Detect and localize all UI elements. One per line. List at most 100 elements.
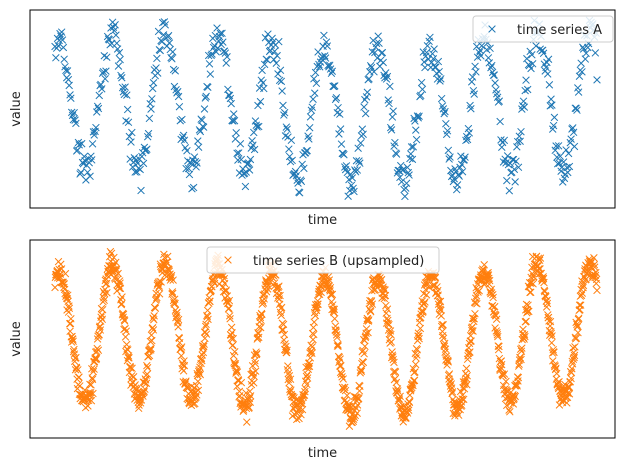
data-point [490,71,499,79]
data-point [250,372,258,381]
data-point [559,158,568,166]
data-point [127,372,136,380]
data-point [102,67,110,75]
data-point [356,382,364,390]
data-point [87,156,96,164]
data-point [279,320,288,329]
data-point [194,386,203,395]
data-point [436,297,445,306]
data-point [590,254,598,262]
data-point [70,108,78,117]
data-point [413,112,422,120]
data-point [523,307,532,316]
data-point [283,125,291,133]
data-point [252,348,260,356]
data-point [593,286,601,295]
data-point [273,51,281,60]
data-point [494,332,502,341]
data-point [246,398,255,407]
data-point [114,269,122,278]
data-point [153,69,162,77]
data-point [222,286,230,294]
data-point [310,318,318,326]
data-point [180,361,189,370]
data-point [144,129,153,138]
data-point [473,299,481,308]
data-point [303,374,312,382]
data-point [312,306,321,315]
data-point [489,290,497,299]
data-point [116,55,124,64]
data-point [202,320,210,329]
data-point [260,84,268,93]
data-point [357,367,366,376]
data-point [517,355,525,364]
data-point [275,37,283,46]
data-point [593,76,601,84]
data-point [313,300,322,309]
data-point [389,107,397,115]
data-point [323,42,332,50]
data-point [236,140,245,148]
data-point [137,186,145,195]
data-point [111,21,119,29]
data-point [168,48,177,56]
data-point [245,166,254,174]
data-point [246,392,255,400]
data-point [555,159,564,167]
data-point [513,137,522,146]
data-point [216,29,225,38]
data-point [280,111,288,119]
data-point [76,382,84,390]
data-point [532,42,540,50]
data-point [429,55,438,63]
data-point [547,329,556,338]
data-point [96,326,105,334]
data-point [539,49,548,58]
data-point [72,353,80,362]
data-point [114,62,123,70]
data-point [165,267,174,275]
data-point [335,130,343,138]
data-point [65,302,73,310]
data-point [156,46,164,55]
data-point [203,312,212,321]
data-point [363,88,372,96]
data-point [282,123,291,131]
data-point [461,153,469,161]
data-point [124,352,133,360]
data-point [148,323,157,332]
data-point [116,284,125,293]
data-point [407,150,415,158]
data-point [67,94,75,102]
data-point [402,414,410,422]
data-point [543,70,552,78]
data-point [242,168,250,176]
data-point [338,373,346,381]
data-point [155,290,164,298]
data-point [441,107,449,116]
data-point [570,351,579,360]
data-point [168,288,177,296]
data-point [393,385,402,393]
data-point [402,184,410,192]
data-point [413,345,421,354]
data-point [432,63,440,71]
data-point [232,129,240,137]
data-point [527,64,535,73]
data-point [503,176,511,185]
data-point [395,394,403,403]
data-point [272,59,281,67]
data-point [488,301,497,310]
data-point [460,156,468,164]
data-point [498,143,506,151]
data-point [412,126,420,134]
data-point [552,142,560,150]
data-point [281,132,290,140]
data-point [444,356,452,365]
data-point [545,81,554,89]
data-point [88,140,97,148]
data-point [309,95,317,103]
data-point [467,337,475,345]
data-point [453,181,462,189]
